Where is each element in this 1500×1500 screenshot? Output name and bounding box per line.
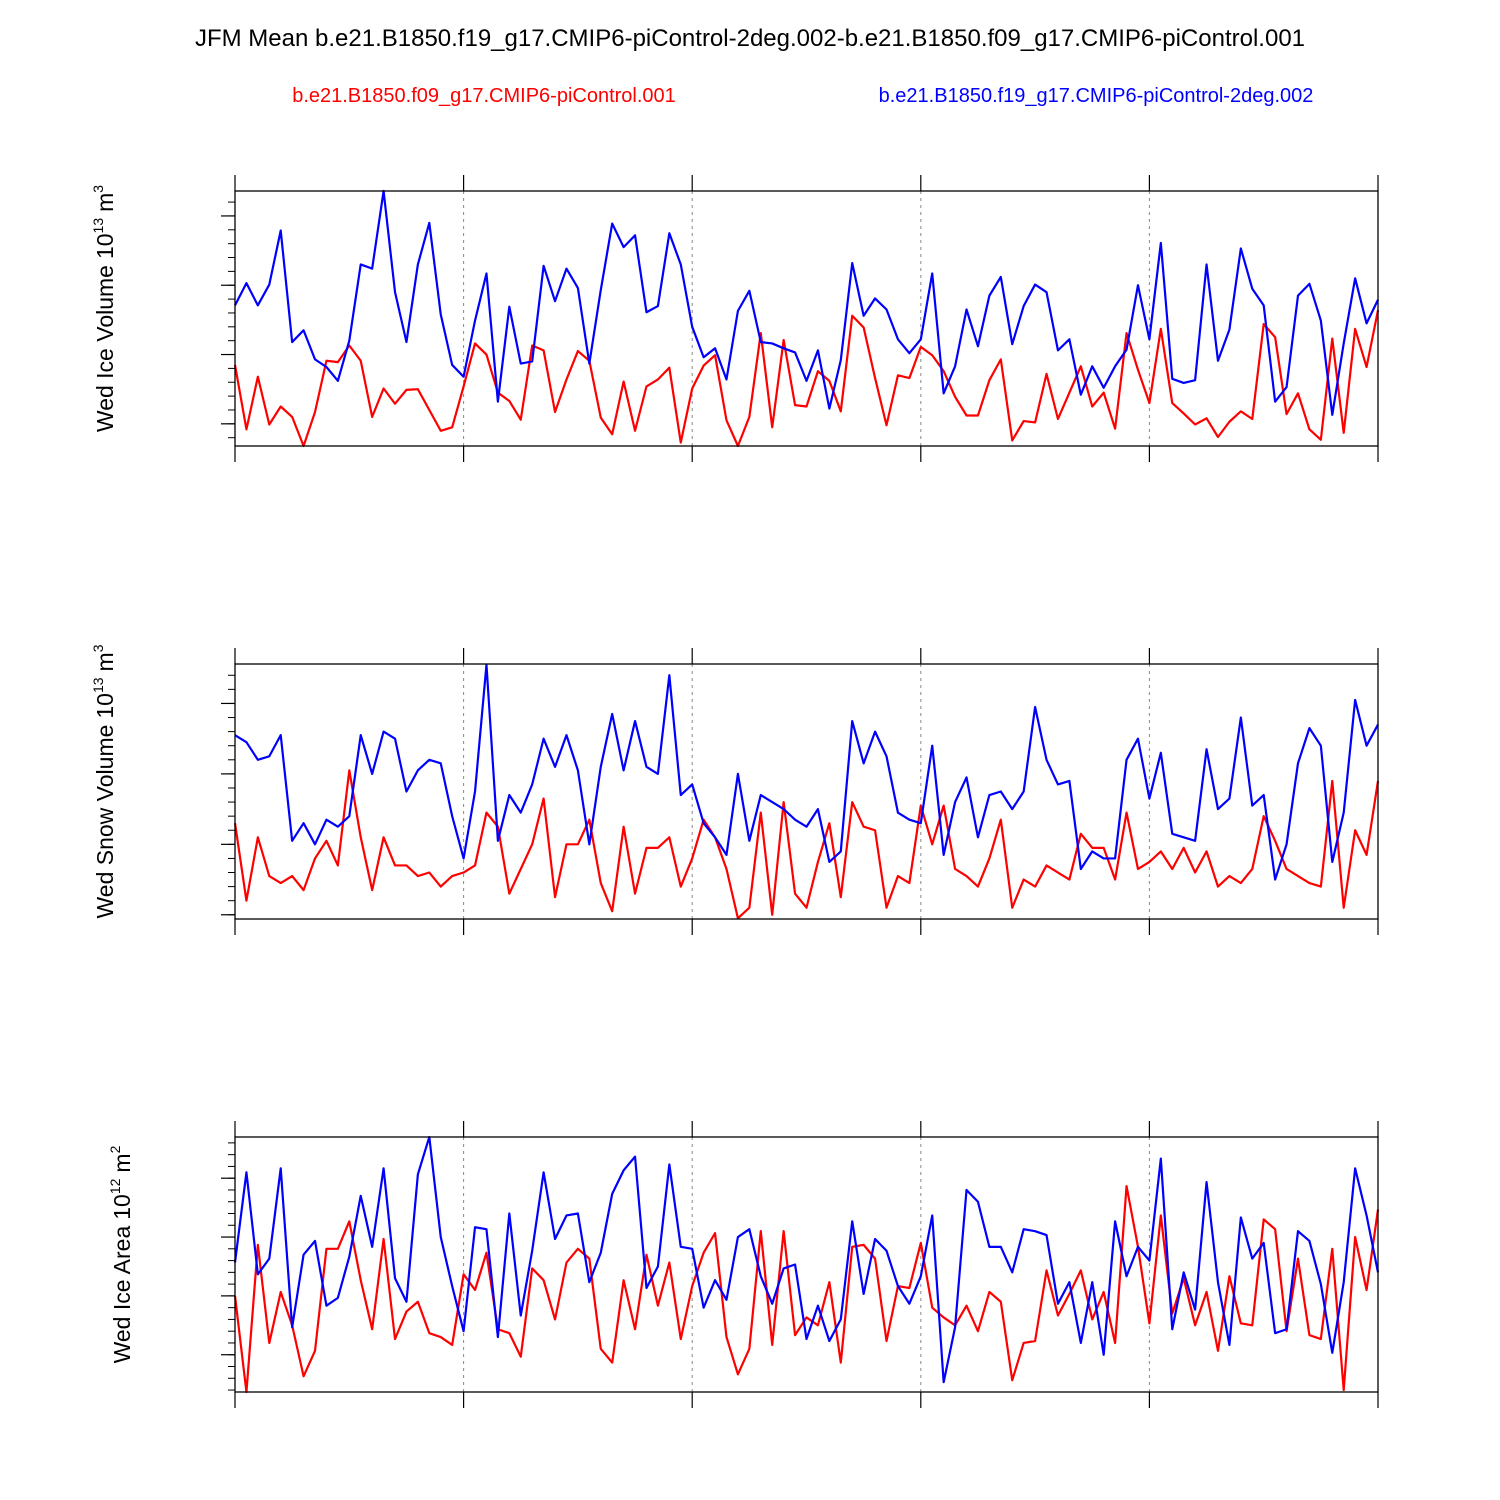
y-axis-title-part: Wed Ice Volume <box>92 265 118 432</box>
panel-2: Wed Snow Volume 1013 m3 <box>90 644 1380 935</box>
plot-frame <box>234 663 1379 920</box>
y-axis-title-part: m <box>92 193 118 212</box>
y-axis-title-part: 10 <box>92 693 118 719</box>
y-axis-title-exponent: 12 <box>107 1178 123 1194</box>
y-axis-title-exponent: 13 <box>90 677 106 693</box>
panel-3: Wed Ice Area 1012 m2 <box>107 1121 1380 1408</box>
series-line-red <box>233 1184 1380 1394</box>
plot-frame <box>234 190 1379 447</box>
y-axis-title-exponent: 3 <box>90 644 106 652</box>
series-line-blue <box>234 189 1379 416</box>
y-axis-title-part: m <box>109 1153 135 1172</box>
legend-red-label: b.e21.B1850.f09_g17.CMIP6-piControl.001 <box>292 85 676 107</box>
y-axis-title-exponent: 13 <box>90 218 106 234</box>
y-axis-title-part: Wed Ice Area <box>109 1226 135 1364</box>
figure-title: JFM Mean b.e21.B1850.f19_g17.CMIP6-piCon… <box>195 25 1305 52</box>
series-line-blue <box>234 663 1379 881</box>
y-axis-title-part: 10 <box>109 1194 135 1220</box>
y-axis-title: Wed Ice Area 1012 m2 <box>107 1145 135 1363</box>
series-line-red <box>233 769 1380 920</box>
y-axis-title-part: Wed Snow Volume <box>92 725 118 919</box>
panel-1: Wed Ice Volume 1013 m3 <box>90 175 1380 462</box>
y-axis-title: Wed Snow Volume 1013 m3 <box>90 644 118 918</box>
plot-frame <box>234 1136 1379 1393</box>
series-line-blue <box>233 1135 1380 1384</box>
y-axis-title-exponent: 2 <box>107 1145 123 1153</box>
y-axis-title-part: m <box>92 652 118 671</box>
y-axis-title-part: 10 <box>92 233 118 259</box>
series-line-red <box>233 309 1380 448</box>
y-axis-title-exponent: 3 <box>90 185 106 193</box>
y-axis-title: Wed Ice Volume 1013 m3 <box>90 185 118 432</box>
legend-blue-label: b.e21.B1850.f19_g17.CMIP6-piControl-2deg… <box>879 85 1314 107</box>
